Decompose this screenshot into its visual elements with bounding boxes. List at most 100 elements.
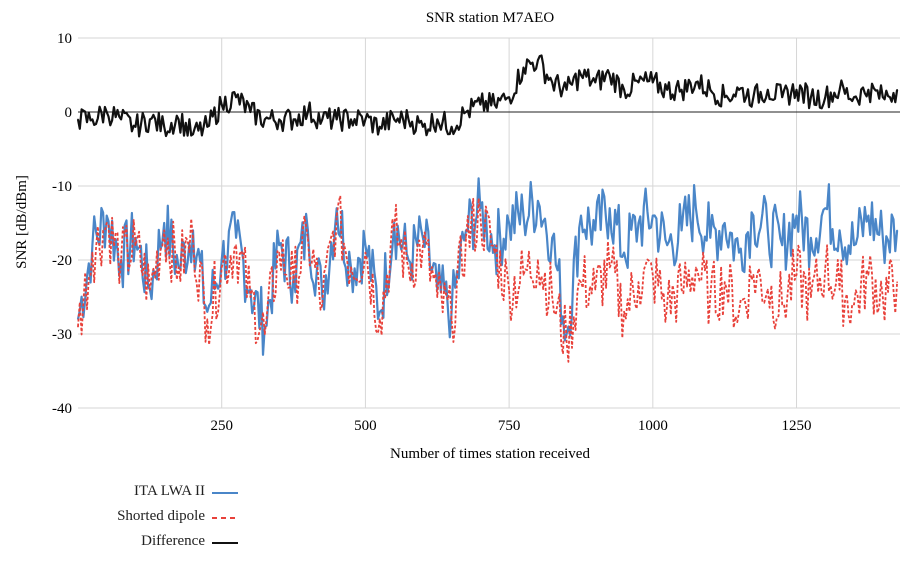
data-point bbox=[364, 244, 367, 246]
data-point bbox=[838, 288, 841, 291]
data-point bbox=[795, 214, 798, 217]
y-tick-label: 0 bbox=[65, 105, 73, 121]
data-point bbox=[853, 96, 855, 98]
data-point bbox=[551, 296, 554, 298]
data-point bbox=[810, 237, 812, 239]
data-point bbox=[378, 126, 381, 128]
data-point bbox=[508, 96, 510, 98]
data-point bbox=[393, 222, 395, 224]
data-point bbox=[565, 89, 568, 91]
chart: SNR station M7AEO 10 0 -10 -20 -30 -40 250 500… bbox=[14, 10, 900, 462]
series-line-difference bbox=[76, 54, 899, 138]
data-point bbox=[149, 118, 151, 121]
chart-title: SNR station M7AEO bbox=[426, 10, 555, 26]
data-point bbox=[493, 251, 496, 254]
data-point bbox=[824, 266, 827, 269]
data-point bbox=[766, 89, 769, 91]
legend-swatch bbox=[212, 542, 238, 544]
data-point bbox=[752, 274, 755, 276]
data-point bbox=[264, 118, 266, 121]
data-point bbox=[810, 296, 812, 298]
legend-label: Difference bbox=[141, 533, 205, 549]
data-point bbox=[594, 229, 597, 232]
data-point bbox=[278, 118, 280, 121]
x-tick-label: 1000 bbox=[638, 418, 668, 434]
data-point bbox=[695, 81, 697, 84]
data-point bbox=[666, 244, 668, 246]
data-point bbox=[781, 96, 783, 98]
data-point bbox=[580, 214, 582, 217]
legend-swatch bbox=[212, 517, 238, 519]
data-point bbox=[235, 237, 237, 239]
data-point bbox=[766, 229, 769, 232]
data-point bbox=[881, 296, 884, 298]
data-point bbox=[321, 303, 324, 306]
data-point bbox=[680, 288, 683, 291]
data-point bbox=[91, 251, 94, 254]
data-point bbox=[292, 118, 295, 121]
data-point bbox=[120, 259, 122, 261]
data-point bbox=[795, 274, 798, 276]
data-point bbox=[522, 274, 525, 276]
y-axis-ticks: 10 0 -10 -20 -30 -40 bbox=[52, 31, 72, 417]
data-point bbox=[206, 126, 209, 128]
data-point bbox=[235, 244, 237, 246]
data-point bbox=[853, 303, 855, 306]
y-tick-label: -10 bbox=[52, 179, 72, 195]
data-point bbox=[824, 96, 827, 98]
data-point bbox=[738, 251, 740, 254]
y-tick-label: 10 bbox=[57, 31, 72, 47]
data-point bbox=[766, 288, 769, 291]
x-tick-label: 250 bbox=[210, 418, 233, 434]
data-point bbox=[378, 311, 381, 313]
data-point bbox=[393, 118, 395, 121]
data-point bbox=[350, 266, 352, 269]
data-point bbox=[105, 111, 108, 113]
x-tick-label: 750 bbox=[498, 418, 521, 434]
x-axis-label: Number of times station received bbox=[390, 446, 590, 462]
data-point bbox=[623, 89, 625, 91]
y-axis-label: SNR [dB/dBm] bbox=[14, 175, 30, 269]
series-line-shorted-dipole bbox=[77, 194, 898, 363]
data-point bbox=[422, 244, 424, 246]
data-point bbox=[192, 133, 194, 135]
legend-label: Shorted dipole bbox=[117, 508, 205, 524]
data-point bbox=[608, 207, 611, 209]
data-point bbox=[867, 274, 870, 276]
data-point bbox=[335, 214, 338, 217]
data-point bbox=[149, 288, 151, 291]
data-point bbox=[393, 229, 395, 232]
data-point bbox=[738, 311, 740, 313]
data-point bbox=[623, 251, 625, 254]
data-point bbox=[91, 244, 94, 246]
data-point bbox=[249, 288, 252, 291]
data-point bbox=[824, 207, 827, 209]
y-tick-label: -30 bbox=[52, 327, 72, 343]
data-point bbox=[350, 118, 352, 121]
data-point bbox=[134, 244, 137, 246]
data-point bbox=[436, 118, 439, 121]
data-point bbox=[580, 281, 582, 284]
data-point bbox=[752, 214, 755, 217]
data-point bbox=[177, 266, 180, 269]
data-point bbox=[723, 222, 726, 224]
data-point bbox=[163, 126, 166, 128]
data-point bbox=[881, 237, 884, 239]
data-point bbox=[537, 200, 539, 202]
data-point bbox=[522, 214, 525, 217]
data-point bbox=[594, 81, 597, 84]
data-point bbox=[493, 244, 496, 246]
data-point bbox=[666, 303, 668, 306]
data-point bbox=[407, 118, 410, 121]
data-point bbox=[465, 111, 467, 113]
data-point bbox=[896, 89, 898, 91]
data-point bbox=[77, 325, 79, 328]
series-line-ita-lwa-ii bbox=[76, 177, 899, 356]
data-point bbox=[307, 111, 309, 113]
data-point bbox=[479, 103, 482, 106]
data-point bbox=[292, 281, 295, 284]
data-point bbox=[335, 118, 338, 121]
data-point bbox=[551, 81, 554, 84]
data-point bbox=[508, 222, 510, 224]
data-point bbox=[537, 59, 539, 61]
